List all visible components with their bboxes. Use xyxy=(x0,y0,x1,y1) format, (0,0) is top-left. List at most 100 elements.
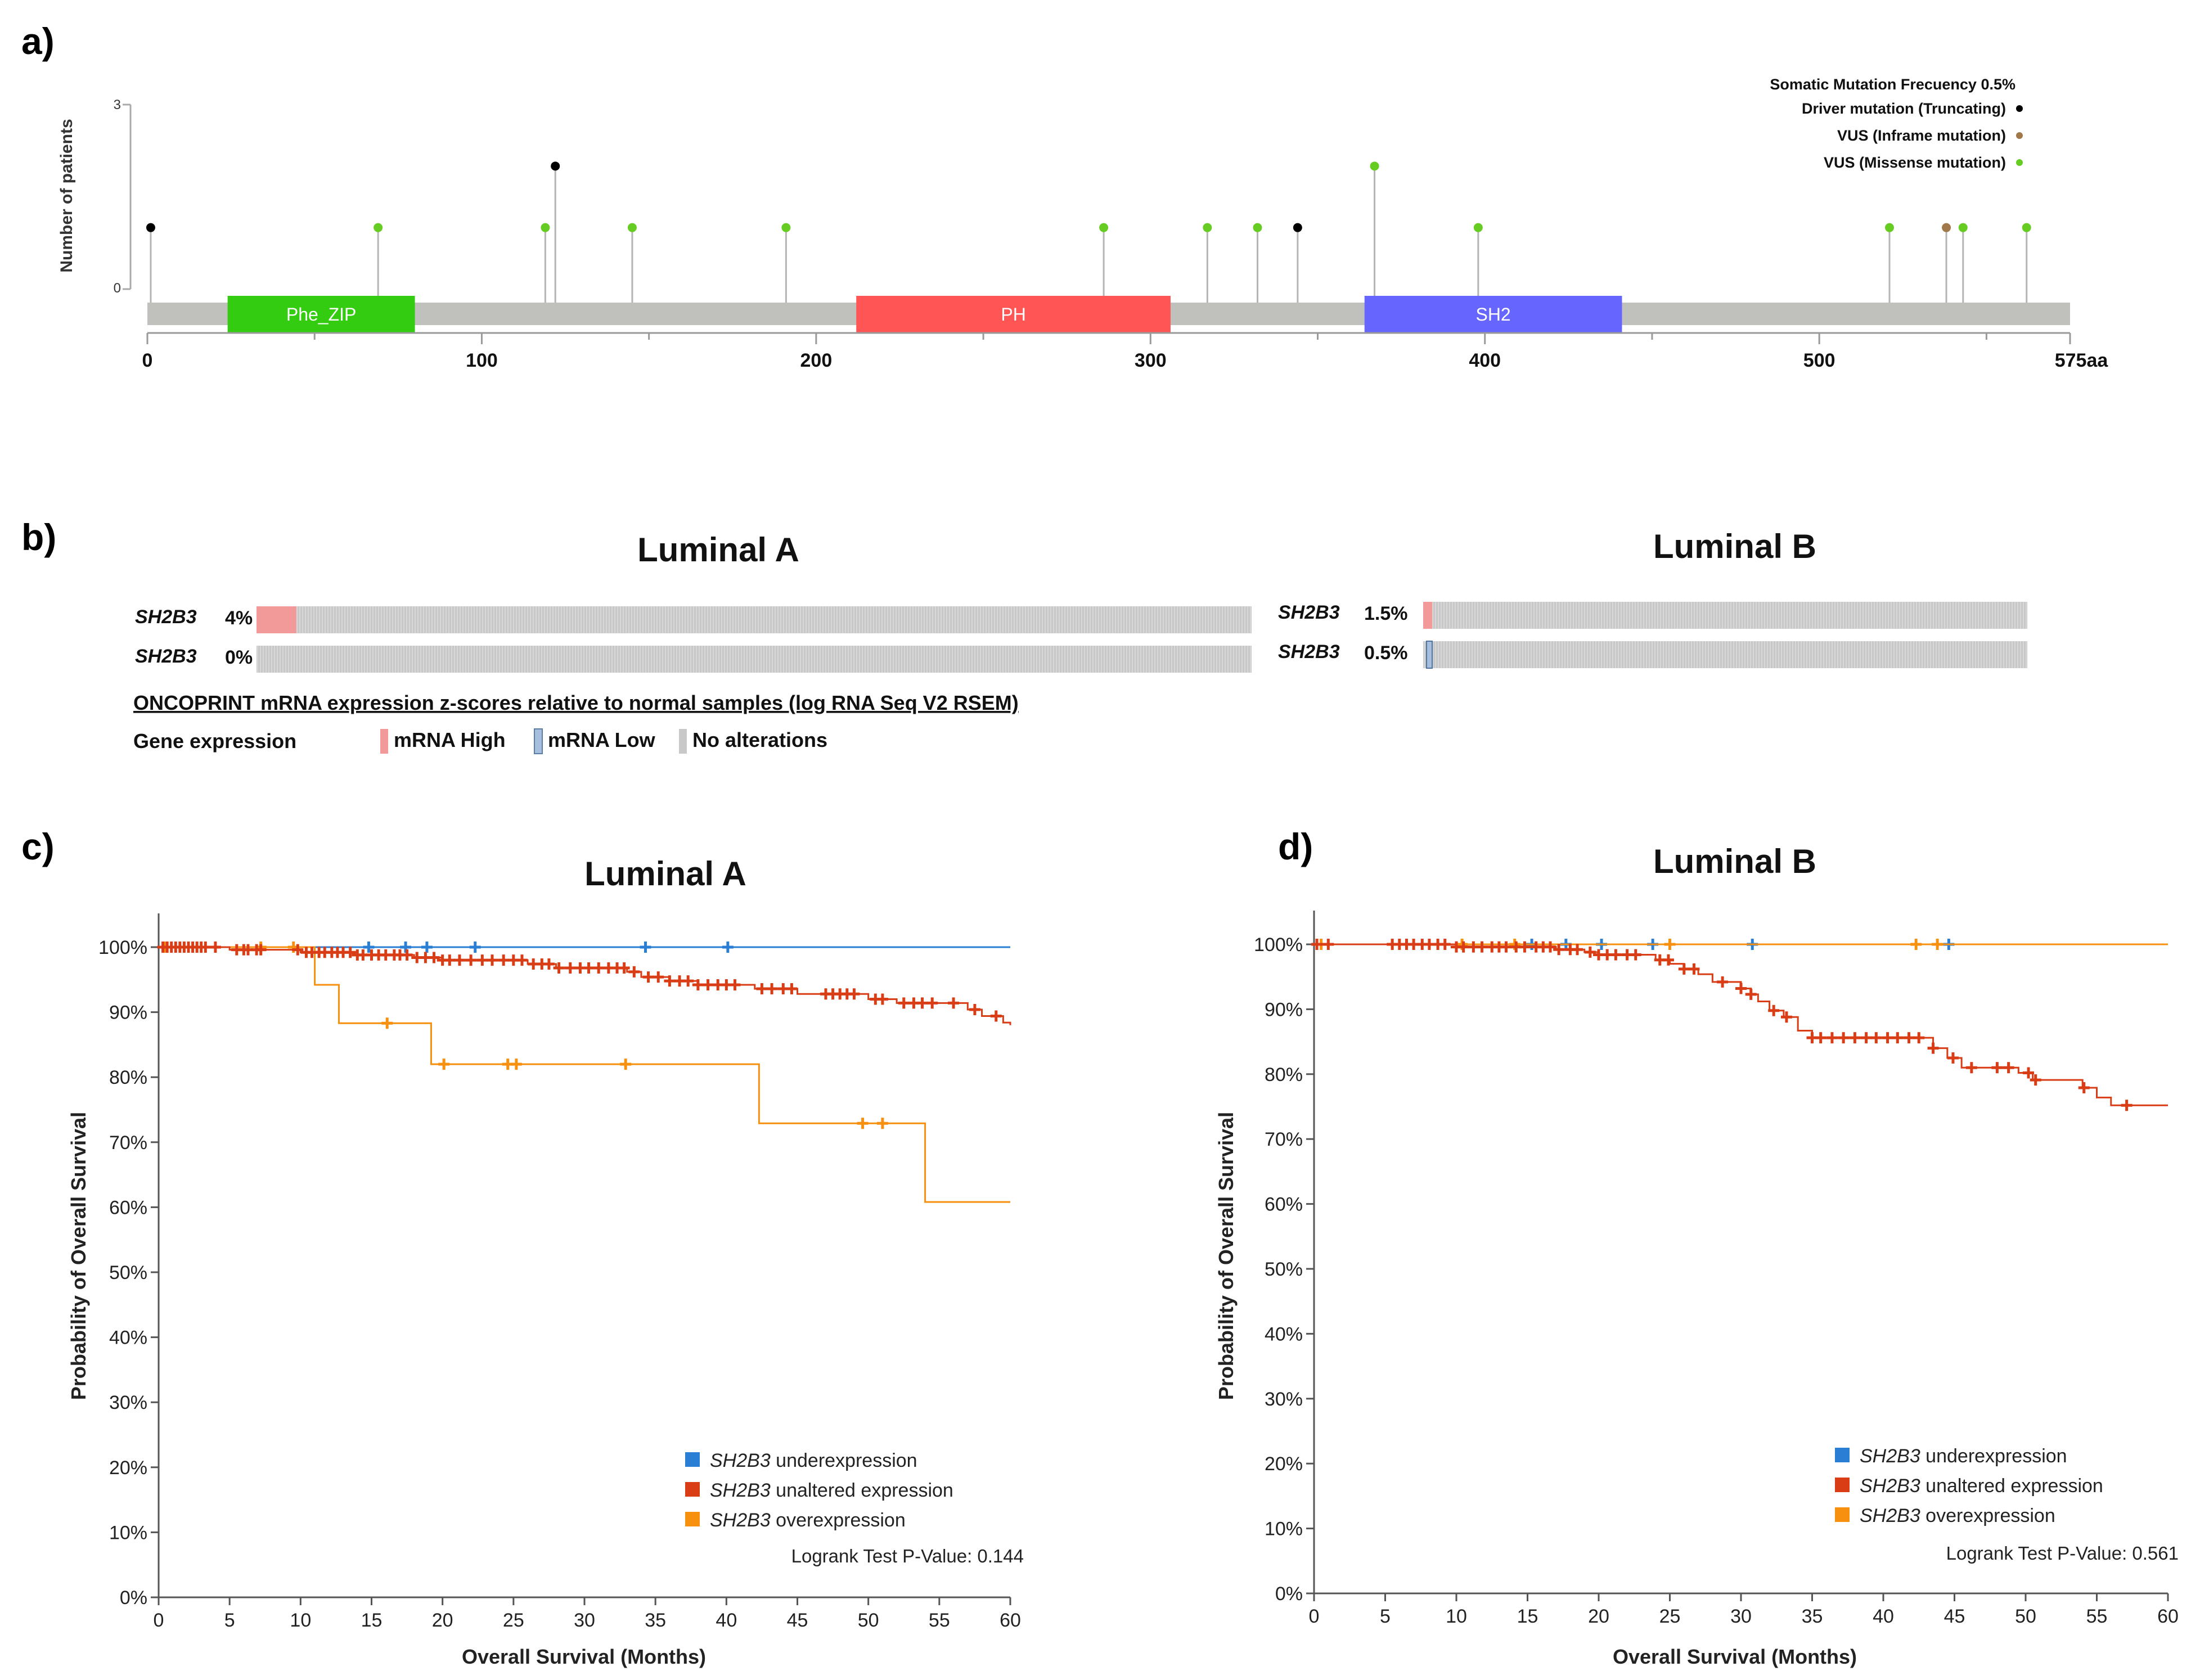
km-a-censor-unaltered-expression-48 xyxy=(543,958,555,970)
km-plot-luminal-a: Luminal A Probability of Overall Surviva… xyxy=(67,855,1024,1668)
km-b-censor-unaltered-expression-58 xyxy=(2078,1082,2090,1094)
km-b-x-tick-label-55: 55 xyxy=(2086,1606,2108,1627)
km-b-censor-unaltered-expression-34 xyxy=(1688,963,1700,975)
km-a-censor-unaltered-expression-68 xyxy=(756,983,768,994)
km-a-censor-unaltered-expression-59 xyxy=(653,971,664,983)
km-b-censor-unaltered-expression-42 xyxy=(1826,1032,1838,1044)
km-plot-luminal-b: Luminal B Probability of Overall Surviva… xyxy=(1214,843,2179,1668)
km-b-y-tick-label-80: 80% xyxy=(1265,1064,1303,1086)
km-b-censor-unaltered-expression-47 xyxy=(1882,1032,1893,1044)
km-a-legend-swatch-0 xyxy=(685,1452,700,1467)
panel-label-b: b) xyxy=(21,516,56,558)
km-a-y-tick-label-10: 10% xyxy=(109,1522,147,1543)
km-a-x-tick-label-35: 35 xyxy=(645,1610,666,1631)
lollipop-x-tick-label-6: 575aa xyxy=(2055,350,2109,371)
onco-a-bars-high-0 xyxy=(257,606,296,633)
km-b-pvalue: Logrank Test P-Value: 0.561 xyxy=(1946,1543,2179,1564)
domain-label-ph: PH xyxy=(1001,304,1025,325)
lollipop-plot: Number of patients 3 0 Phe_ZIP PH SH2 0 100… xyxy=(57,76,2108,371)
km-a-censor-unaltered-expression-67 xyxy=(729,979,741,991)
km-b-y-tick-label-90: 90% xyxy=(1265,999,1303,1020)
km-a-legend-swatch-2 xyxy=(685,1512,700,1526)
km-a-censor-unaltered-expression-42 xyxy=(486,954,498,966)
km-a-x-tick-label-20: 20 xyxy=(432,1610,453,1631)
mutation-head-15 xyxy=(2022,223,2031,232)
km-b-censor-unaltered-expression-38 xyxy=(1768,1005,1780,1016)
legend-mrna-high: mRNA High xyxy=(380,728,506,754)
km-a-x-tick-label-45: 45 xyxy=(787,1610,808,1631)
km-a-censor-unaltered-expression-83 xyxy=(948,997,960,1009)
km-a-censor-unaltered-expression-33 xyxy=(401,949,413,961)
km-a-x-tick-label-15: 15 xyxy=(361,1610,383,1631)
km-b-censor-unaltered-expression-35 xyxy=(1717,976,1729,988)
km-b-legend-swatch-2 xyxy=(1835,1507,1850,1522)
lollipop-x-tick-label-4: 400 xyxy=(1469,350,1501,371)
km-b-y-tick-label-0: 0% xyxy=(1275,1583,1303,1605)
km-b-censor-overexpression-5 xyxy=(1932,939,1943,950)
onco-a-pct-row-2: 0% xyxy=(225,647,253,668)
km-a-pvalue: Logrank Test P-Value: 0.144 xyxy=(791,1546,1024,1566)
km-b-censor-unaltered-expression-57 xyxy=(2030,1074,2041,1086)
onco-b-pct-row-2: 0.5% xyxy=(1364,642,1408,664)
km-a-censor-unaltered-expression-60 xyxy=(664,975,676,987)
km-a-censor-unaltered-expression-81 xyxy=(916,997,928,1009)
km-a-censor-overexpression-4 xyxy=(438,1059,450,1070)
km-b-x-tick-label-35: 35 xyxy=(1802,1606,1823,1627)
lollipop-y-tick-max: 3 xyxy=(114,97,121,112)
km-b-x-tick-label-5: 5 xyxy=(1380,1606,1391,1627)
km-a-censor-underexpression-3 xyxy=(469,942,481,953)
km-a-y-tick-label-70: 70% xyxy=(109,1132,147,1154)
onco-b-gene-row-1: SH2B3 xyxy=(1278,602,1340,623)
mutation-head-13 xyxy=(1942,223,1951,232)
km-b-censor-unaltered-expression-55 xyxy=(2003,1062,2014,1074)
lollipop-legend-dot-2 xyxy=(2016,159,2023,166)
km-b-y-tick-label-30: 30% xyxy=(1265,1389,1303,1410)
km-b-censor-unaltered-expression-33 xyxy=(1678,963,1690,975)
km-b-legend-label-2: SH2B3 overexpression xyxy=(1860,1505,2055,1526)
km-a-x-tick-label-55: 55 xyxy=(929,1610,950,1631)
km-b-y-tick-label-100: 100% xyxy=(1254,934,1303,956)
domain-sh2 xyxy=(1364,296,1622,333)
km-a-censor-unaltered-expression-49 xyxy=(553,962,565,974)
km-b-censor-unaltered-expression-49 xyxy=(1903,1032,1915,1044)
km-a-curve-unaltered-expression xyxy=(159,946,1011,1025)
km-a-censor-unaltered-expression-50 xyxy=(564,962,576,974)
domain-ph xyxy=(856,296,1171,333)
km-a-x-tick-label-40: 40 xyxy=(716,1610,737,1631)
lollipop-legend-label-1: VUS (Inframe mutation) xyxy=(1837,127,2006,144)
mutation-head-0 xyxy=(146,223,155,232)
km-b-y-tick-label-10: 10% xyxy=(1265,1519,1303,1540)
km-a-censor-unaltered-expression-25 xyxy=(344,947,356,958)
km-b-censor-unaltered-expression-9 xyxy=(1439,939,1451,950)
km-a-censor-unaltered-expression-43 xyxy=(498,954,510,966)
mutation-head-7 xyxy=(1203,223,1212,232)
km-a-censor-unaltered-expression-36 xyxy=(428,952,440,963)
km-b-x-tick-label-25: 25 xyxy=(1659,1606,1681,1627)
mutation-frequency-label: Somatic Mutation Frecuency 0.5% xyxy=(1770,76,2015,93)
km-b-censor-overexpression-4 xyxy=(1910,939,1922,950)
km-a-x-tick-label-50: 50 xyxy=(858,1610,879,1631)
oncoprint-note: ONCOPRINT mRNA expression z-scores relat… xyxy=(133,691,1019,714)
km-a-censor-unaltered-expression-63 xyxy=(692,979,704,991)
onco-a-gene-row-2: SH2B3 xyxy=(135,646,197,667)
km-a-censor-underexpression-0 xyxy=(363,942,375,953)
km-a-censor-unaltered-expression-71 xyxy=(786,983,798,994)
domain-label-phe_zip: Phe_ZIP xyxy=(286,304,357,325)
km-a-censor-overexpression-7 xyxy=(620,1059,632,1070)
km-a-censor-unaltered-expression-53 xyxy=(593,962,605,974)
km-a-curves xyxy=(157,942,1011,1203)
lollipop-y-tick-min: 0 xyxy=(114,281,121,296)
km-a-censor-unaltered-expression-40 xyxy=(465,954,477,966)
mutation-head-3 xyxy=(551,161,560,171)
km-b-x-tick-label-50: 50 xyxy=(2015,1606,2036,1627)
km-a-y-tick-label-60: 60% xyxy=(109,1197,147,1218)
km-a-censor-unaltered-expression-69 xyxy=(766,983,778,994)
km-a-censor-unaltered-expression-38 xyxy=(444,954,456,966)
km-b-legend: SH2B3 underexpression SH2B3 unaltered exp… xyxy=(1835,1445,2103,1526)
lollipop-x-axis: 0 100 200 300 400 500 575aa xyxy=(142,332,2109,371)
lollipop-legend-dot-1 xyxy=(2016,132,2023,139)
km-b-censor-unaltered-expression-13 xyxy=(1476,941,1488,953)
mutation-head-5 xyxy=(781,223,791,232)
km-a-censor-underexpression-4 xyxy=(640,942,651,953)
km-a-censor-overexpression-8 xyxy=(857,1118,869,1129)
